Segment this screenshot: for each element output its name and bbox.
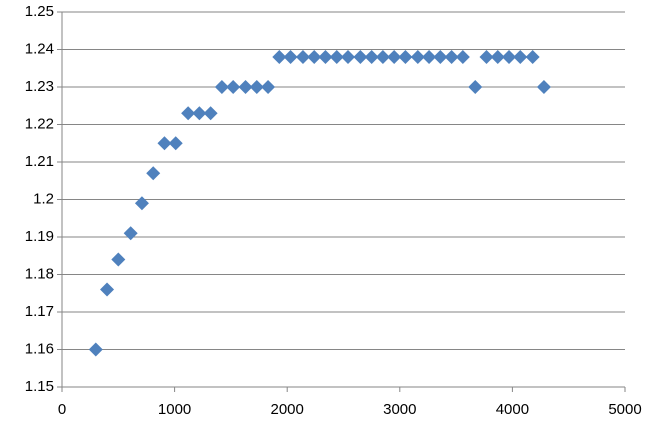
y-tick-label: 1.22 — [25, 115, 54, 132]
point — [318, 50, 333, 64]
point — [100, 282, 115, 297]
point — [410, 50, 425, 64]
y-tick-label: 1.16 — [25, 340, 54, 357]
x-tick-label: 2000 — [271, 401, 304, 418]
point — [88, 342, 103, 357]
point — [168, 136, 183, 151]
point — [329, 50, 344, 64]
point — [192, 106, 207, 121]
y-tick-label: 1.18 — [25, 265, 54, 282]
point — [249, 80, 264, 94]
point — [157, 136, 172, 151]
point — [513, 50, 528, 64]
point — [295, 50, 310, 64]
point — [455, 50, 470, 64]
y-tick-label: 1.19 — [25, 228, 54, 245]
point — [341, 50, 356, 64]
point — [203, 106, 218, 121]
x-tick-label: 4000 — [496, 401, 529, 418]
y-tick-label: 1.24 — [25, 40, 54, 57]
x-tick-label: 0 — [58, 401, 66, 418]
y-tick-label: 1.25 — [25, 3, 54, 20]
point — [502, 50, 517, 64]
y-tick-label: 1.17 — [25, 303, 54, 320]
point — [375, 50, 390, 64]
point — [479, 50, 494, 64]
point — [181, 106, 196, 121]
y-tick-label: 1.21 — [25, 153, 54, 170]
point — [398, 50, 413, 64]
point — [111, 252, 126, 267]
point — [444, 50, 459, 64]
point — [307, 50, 322, 64]
point — [433, 50, 448, 64]
point — [283, 50, 298, 64]
y-tick-label: 1.15 — [25, 378, 54, 395]
x-tick-label: 3000 — [383, 401, 416, 418]
point — [536, 80, 551, 94]
point — [422, 50, 437, 64]
point — [525, 50, 540, 64]
x-tick-label: 1000 — [158, 401, 191, 418]
point — [238, 80, 253, 94]
point — [364, 50, 379, 64]
x-tick-label: 5000 — [608, 401, 641, 418]
point — [387, 50, 402, 64]
point — [468, 80, 483, 94]
point — [214, 80, 229, 94]
point — [261, 80, 276, 94]
y-tick-label: 1.2 — [33, 190, 54, 207]
y-tick-label: 1.23 — [25, 78, 54, 95]
point — [134, 196, 149, 211]
point — [353, 50, 368, 64]
point — [123, 226, 138, 241]
point — [146, 166, 161, 181]
point — [272, 50, 287, 64]
point — [226, 80, 241, 94]
point — [490, 50, 505, 64]
